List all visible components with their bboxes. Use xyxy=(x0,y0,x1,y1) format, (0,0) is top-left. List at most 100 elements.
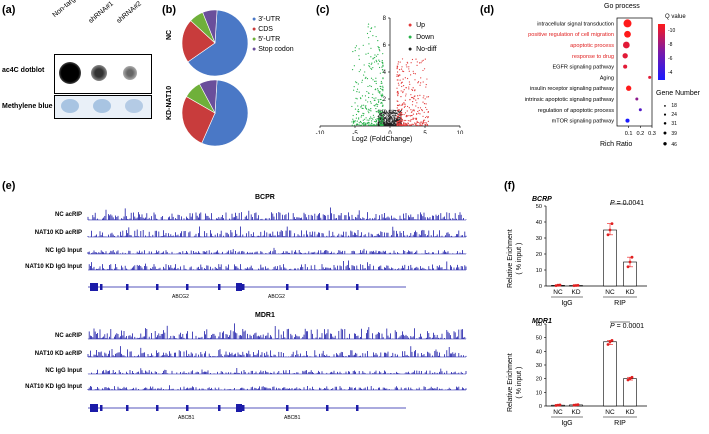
point-up xyxy=(397,115,400,117)
point-down xyxy=(381,60,383,62)
point-nodiff xyxy=(384,123,386,125)
point-up xyxy=(413,72,415,74)
point-up xyxy=(403,113,405,116)
point-down xyxy=(360,116,362,118)
point-nodiff xyxy=(385,117,387,119)
point-up xyxy=(415,105,417,107)
point-up xyxy=(396,74,398,76)
mb-dot-3 xyxy=(125,99,143,113)
bar-title-mdr1: MDR1 xyxy=(532,318,552,325)
point-up xyxy=(407,120,409,122)
point-nodiff xyxy=(392,110,394,112)
point-up xyxy=(417,81,420,83)
point-nodiff xyxy=(389,120,391,122)
point-down xyxy=(354,50,356,52)
exon xyxy=(326,284,329,290)
bar xyxy=(603,229,617,287)
point-nodiff xyxy=(393,109,395,111)
point-down xyxy=(356,123,358,126)
point-down xyxy=(357,83,359,85)
point-down xyxy=(376,118,378,120)
point-up xyxy=(426,115,428,118)
point-down xyxy=(367,23,370,25)
gene-name: ABCG2 xyxy=(268,294,285,300)
point-up xyxy=(416,61,418,63)
point-down xyxy=(379,85,381,87)
point-down xyxy=(361,114,363,117)
point-down xyxy=(381,105,384,107)
data-point xyxy=(556,283,560,287)
point-down xyxy=(361,107,363,109)
exon xyxy=(236,404,242,412)
point-nodiff xyxy=(389,125,391,127)
point-down xyxy=(382,90,384,92)
point-nodiff xyxy=(384,125,386,127)
point-nodiff xyxy=(396,118,398,120)
y-tick-label: 8 xyxy=(383,16,387,22)
point-up xyxy=(400,90,402,92)
point-up xyxy=(414,89,416,91)
point-nodiff xyxy=(377,125,380,127)
point-up xyxy=(397,75,400,77)
point-down xyxy=(382,109,384,111)
data-point xyxy=(628,260,632,264)
point-nodiff xyxy=(394,122,396,124)
point-nodiff xyxy=(392,109,394,111)
point-up xyxy=(410,111,413,113)
point-up xyxy=(407,123,409,125)
point-nodiff xyxy=(387,121,389,124)
point-up xyxy=(401,103,404,105)
point-nodiff xyxy=(386,114,389,116)
point-down xyxy=(368,112,370,114)
point-down xyxy=(381,94,383,97)
point-up xyxy=(401,104,403,106)
point-up xyxy=(425,122,428,124)
point-up xyxy=(413,109,415,111)
point-down xyxy=(374,54,376,56)
point-down xyxy=(372,124,374,126)
q-tick: -4 xyxy=(668,70,673,76)
point-up xyxy=(398,108,400,111)
point-up xyxy=(424,116,427,119)
point-down xyxy=(361,81,363,83)
point-down xyxy=(360,122,362,124)
point-up xyxy=(400,114,402,116)
track-title-bcpr: BCPR xyxy=(255,194,275,201)
point-nodiff xyxy=(390,109,392,111)
point-nodiff xyxy=(388,112,390,114)
point-down xyxy=(379,92,381,94)
data-point xyxy=(558,403,562,407)
point-up xyxy=(405,119,407,122)
y-tick-label: 40 xyxy=(536,220,542,226)
point-nodiff xyxy=(384,116,386,119)
x-tick-label: 0.3 xyxy=(648,131,656,137)
point-up xyxy=(399,61,401,63)
track-label: NAT10 KD acRIP xyxy=(34,351,82,357)
pvalue-mdr1: P = 0.0001 xyxy=(610,323,645,330)
point-nodiff xyxy=(383,115,385,117)
point-nodiff xyxy=(392,112,394,114)
point-down xyxy=(353,124,355,126)
point-up xyxy=(413,95,415,98)
point-nodiff xyxy=(385,110,387,112)
y-tick-label: 2 xyxy=(383,97,387,103)
point-down xyxy=(381,102,383,104)
point-down xyxy=(375,97,377,99)
point-down xyxy=(372,93,374,95)
point-down xyxy=(362,122,365,124)
point-up xyxy=(397,104,399,106)
point-up xyxy=(401,58,404,60)
point-up xyxy=(412,96,414,99)
point-down xyxy=(367,124,369,126)
point-down xyxy=(351,121,353,123)
pie-kd xyxy=(181,79,249,147)
point-down xyxy=(379,123,381,125)
point-down xyxy=(362,114,364,117)
point-up xyxy=(425,106,427,109)
point-up xyxy=(412,101,414,103)
pie-slice xyxy=(181,20,216,63)
mb-dot-2 xyxy=(93,99,111,113)
point-up xyxy=(422,115,424,117)
group-label-rip: RIP xyxy=(614,420,626,427)
point-up xyxy=(427,117,429,119)
